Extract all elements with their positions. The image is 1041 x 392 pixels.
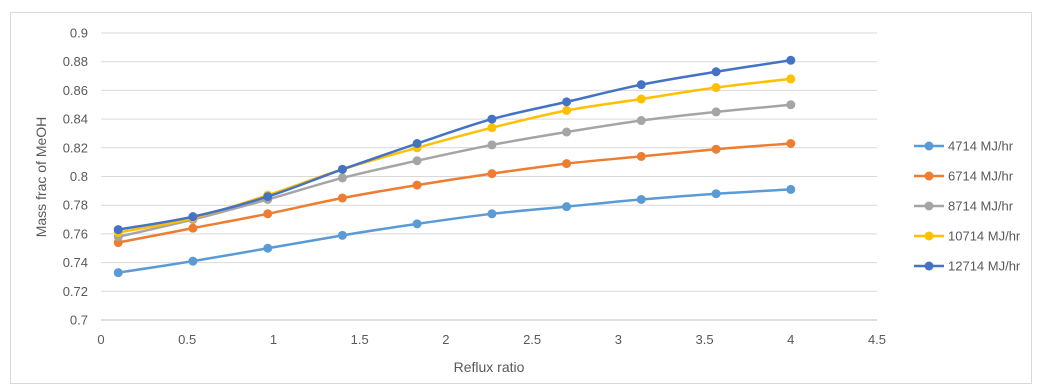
data-point [337, 164, 347, 174]
data-point [487, 114, 497, 124]
y-axis-title: Mass frac of MeOH [33, 117, 49, 238]
legend-marker [924, 141, 934, 151]
legend-item: 6714 MJ/hr [914, 169, 1014, 184]
data-point [188, 223, 198, 233]
x-tick-label: 0 [97, 332, 104, 347]
y-tick-label: 0.74 [63, 255, 88, 270]
y-tick-label: 0.82 [63, 140, 88, 155]
legend-item: 4714 MJ/hr [914, 139, 1014, 154]
legend-marker [924, 201, 934, 211]
data-point [188, 256, 198, 266]
data-point [263, 192, 273, 202]
data-point [786, 74, 796, 84]
data-point [337, 230, 347, 240]
data-point [562, 97, 572, 107]
data-point [113, 268, 123, 278]
x-tick-label: 3 [615, 332, 622, 347]
x-tick-label: 1.5 [351, 332, 369, 347]
series-4 [113, 74, 796, 237]
y-tick-label: 0.7 [70, 313, 88, 328]
y-axis-ticks: 0.7 0.72 0.74 0.76 0.78 0.8 0.82 0.84 0.86 0.88 0.… [63, 26, 88, 328]
legend-label: 10714 MJ/hr [948, 229, 1021, 244]
data-point [263, 243, 273, 253]
data-point [711, 144, 721, 154]
legend-item: 12714 MJ/hr [914, 259, 1021, 274]
data-point [786, 100, 796, 110]
y-tick-label: 0.78 [63, 198, 88, 213]
data-point [487, 123, 497, 133]
data-point [562, 159, 572, 169]
data-point [786, 184, 796, 194]
data-point [412, 138, 422, 148]
y-tick-label: 0.8 [70, 169, 88, 184]
data-point [337, 173, 347, 183]
chart-frame [10, 12, 1032, 384]
data-point [711, 107, 721, 117]
data-point [636, 151, 646, 161]
legend-marker [924, 231, 934, 241]
data-point [786, 55, 796, 65]
legend-label: 12714 MJ/hr [948, 259, 1021, 274]
x-tick-label: 1 [270, 332, 277, 347]
y-tick-label: 0.9 [70, 26, 88, 41]
data-point [412, 180, 422, 190]
x-tick-label: 4 [787, 332, 794, 347]
data-point [487, 209, 497, 219]
legend-label: 8714 MJ/hr [948, 199, 1014, 214]
data-point [786, 138, 796, 148]
data-point [562, 127, 572, 137]
series-5 [113, 55, 796, 235]
data-point [562, 202, 572, 212]
series-2 [113, 138, 796, 248]
y-tick-label: 0.72 [63, 284, 88, 299]
y-tick-label: 0.76 [63, 226, 88, 241]
legend-label: 6714 MJ/hr [948, 169, 1014, 184]
x-tick-label: 0.5 [178, 332, 196, 347]
data-point [711, 83, 721, 93]
y-tick-label: 0.84 [63, 112, 88, 127]
data-point [487, 140, 497, 150]
data-point [711, 67, 721, 77]
legend-item: 10714 MJ/hr [914, 229, 1021, 244]
data-point [636, 94, 646, 104]
x-tick-label: 2 [442, 332, 449, 347]
x-tick-label: 3.5 [696, 332, 714, 347]
legend: 4714 MJ/hr 6714 MJ/hr 8714 MJ/hr 10714 MJ/h… [914, 139, 1021, 274]
x-axis-title: Reflux ratio [454, 359, 525, 375]
data-point [487, 169, 497, 179]
series-group [113, 55, 796, 278]
legend-marker [924, 171, 934, 181]
data-point [412, 156, 422, 166]
series-1 [113, 184, 796, 278]
data-point [113, 225, 123, 235]
series-line [118, 188, 791, 274]
data-point [263, 209, 273, 219]
data-point [188, 212, 198, 222]
data-point [636, 194, 646, 204]
y-tick-label: 0.88 [63, 54, 88, 69]
legend-marker [924, 261, 934, 271]
x-axis-ticks: 0 0.5 1 1.5 2 2.5 3 3.5 4 4.5 [97, 332, 886, 347]
data-point [562, 105, 572, 115]
data-point [636, 80, 646, 90]
x-tick-label: 4.5 [868, 332, 886, 347]
series-line [117, 103, 791, 238]
data-point [337, 193, 347, 203]
series-line [118, 142, 791, 244]
x-tick-label: 2.5 [523, 332, 541, 347]
data-point [636, 116, 646, 126]
data-point [412, 219, 422, 229]
data-point [711, 189, 721, 199]
y-tick-label: 0.86 [63, 83, 88, 98]
series-line [118, 59, 791, 231]
legend-item: 8714 MJ/hr [914, 199, 1014, 214]
series-3 [113, 100, 796, 242]
legend-label: 4714 MJ/hr [948, 139, 1014, 154]
